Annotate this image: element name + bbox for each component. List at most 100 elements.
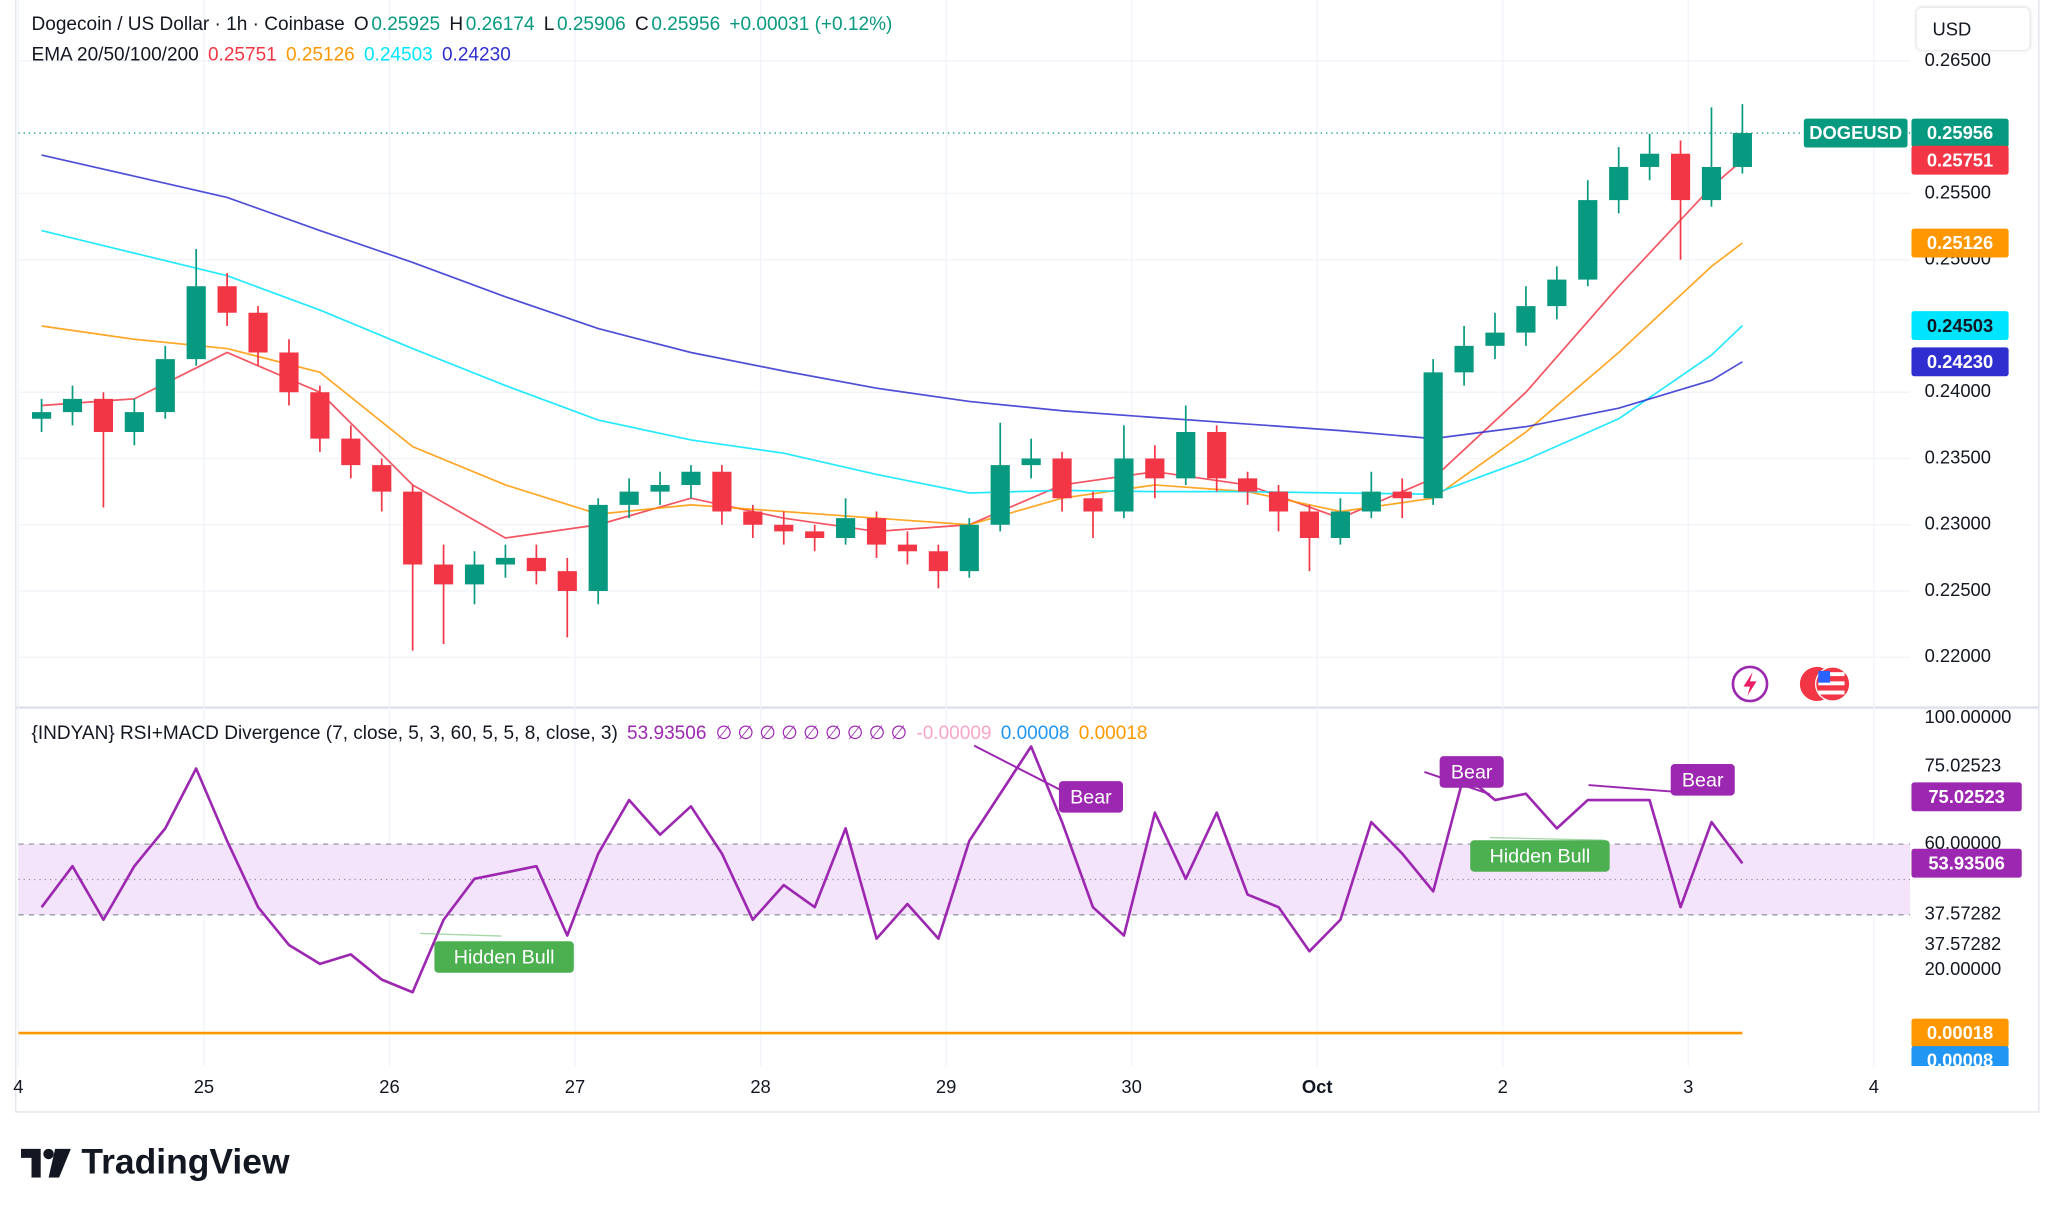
candle-body — [1052, 458, 1072, 499]
bolt — [1743, 672, 1757, 696]
candle-body — [619, 491, 639, 505]
chart-border — [15, 0, 2040, 1113]
ema-badge-label: 0.24230 — [1927, 351, 1993, 372]
candle-body — [743, 511, 763, 525]
indicator-title: {INDYAN} RSI+MACD Divergence (7, close, … — [31, 723, 618, 745]
candle-body — [1701, 166, 1722, 201]
divergence-label-box — [1470, 840, 1610, 872]
indicator-axis: 75.02523 53.93506 0.00018 0.00008 — [1911, 782, 2022, 1067]
y-tick-label: 0.22500 — [1925, 579, 1991, 600]
rsi-line — [40, 745, 1744, 994]
ohlc-key: C — [634, 14, 649, 36]
candle-body — [124, 412, 144, 432]
ema-badge — [1911, 145, 2009, 175]
y-tick-label: 0.23500 — [1925, 446, 1991, 467]
x-tick-label: 3 — [1683, 1076, 1693, 1097]
y-tick-label: 100.00000 — [1925, 706, 2012, 727]
y-tick-label: 0.22000 — [1925, 645, 1991, 666]
symbol-title: Dogecoin / US Dollar · 1h · Coinbase — [31, 14, 345, 36]
candle-body — [1268, 491, 1289, 512]
ohlc-value: 0.25956 — [651, 14, 721, 36]
symbol-badge — [1803, 118, 1908, 148]
divergence-label-box — [1439, 756, 1504, 788]
x-tick-label: 2 — [1498, 1076, 1508, 1097]
ema-badge — [1911, 311, 2009, 341]
candle-body — [1454, 345, 1474, 373]
ema-value: 0.24230 — [441, 44, 511, 66]
ema-badge — [1911, 347, 2009, 377]
candle-body — [959, 524, 979, 572]
price-badge — [1911, 118, 2009, 148]
rsi-badge-label: 75.02523 — [1928, 786, 2005, 807]
candle-body — [1423, 372, 1443, 499]
ohlc-key: L — [543, 14, 555, 36]
ohlc-key: O — [353, 14, 369, 36]
candle-body — [310, 392, 330, 439]
candle-body — [681, 471, 701, 485]
macd-value: 0.00008 — [1000, 723, 1070, 745]
rsi-badge-label: 53.93506 — [1928, 852, 2005, 873]
candle-body — [897, 544, 918, 552]
candle-body — [1732, 133, 1752, 167]
macd-value: -0.00009 — [916, 723, 992, 745]
flag-stripe — [1818, 690, 1845, 695]
ema-badge-label: 0.25126 — [1927, 232, 1993, 253]
candle-body — [1145, 458, 1165, 479]
x-tick-label: 26 — [379, 1076, 399, 1097]
candle-body — [31, 412, 52, 419]
candle-body — [866, 518, 887, 545]
candle-body — [1114, 458, 1134, 512]
ohlc-value: 0.25925 — [371, 14, 441, 36]
candle-body — [712, 471, 732, 512]
divergence-label: Bear — [1070, 786, 1112, 808]
divergence-label: Bear — [1451, 761, 1493, 783]
candle-body — [1299, 511, 1320, 539]
rsi-value: 53.93506 — [627, 723, 707, 745]
divergence-label: Hidden Bull — [454, 947, 555, 969]
logo[interactable]: TradingView — [21, 1142, 290, 1183]
ema-badge — [1911, 228, 2009, 258]
candle-body — [588, 504, 608, 592]
candle-body — [1083, 498, 1103, 512]
ema-line — [41, 159, 1743, 539]
candle-body — [495, 557, 516, 565]
flag-stripe — [1818, 681, 1845, 686]
symbol-legend: Dogecoin / US Dollar · 1h · Coinbase O 0.… — [32, 14, 893, 35]
candle-body — [650, 484, 670, 492]
macd-badge-label: 0.00018 — [1927, 1022, 1993, 1043]
currency-button[interactable]: USD — [1916, 7, 2030, 50]
flag-canton — [1818, 670, 1831, 683]
y-tick-label: 60.00000 — [1925, 832, 2002, 853]
ema-line — [41, 154, 1743, 440]
price-badge-label: 0.25956 — [1927, 122, 1993, 143]
candle-body — [1609, 166, 1629, 201]
x-tick-label: 4 — [1869, 1076, 1879, 1097]
candle-body — [341, 438, 361, 466]
candle-body — [62, 398, 83, 413]
candle-body — [464, 564, 485, 585]
ema-badge-label: 0.25751 — [1927, 149, 1993, 170]
ema-title: EMA 20/50/100/200 — [31, 44, 199, 66]
candle-body — [1547, 279, 1567, 307]
x-tick-label: 30 — [1121, 1076, 1141, 1097]
candle-body — [93, 398, 114, 432]
rsi-badge — [1911, 782, 2022, 812]
symbol-badge-label: DOGEUSD — [1809, 122, 1902, 143]
candle-body — [186, 286, 206, 360]
y-tick-label: 0.25500 — [1925, 181, 1991, 202]
candle-body — [836, 518, 856, 539]
y-tick-label: 37.57282 — [1925, 903, 2002, 924]
x-tick-label: 28 — [750, 1076, 770, 1097]
ema-legend: EMA 20/50/100/200 0.25751 0.25126 0.2450… — [32, 45, 511, 66]
divergence-label-box — [1670, 764, 1735, 796]
y-tick-label: 0.24000 — [1925, 380, 1991, 401]
candle-body — [155, 359, 175, 413]
y-tick-label: 37.57282 — [1925, 933, 2002, 954]
candle-body — [774, 524, 794, 532]
macd-value: 0.00018 — [1078, 723, 1148, 745]
candle-body — [526, 557, 546, 572]
divergence-line — [1490, 836, 1605, 841]
y-tick-label: 0.26500 — [1925, 49, 1991, 70]
ema-badge-label: 0.24503 — [1927, 315, 1993, 336]
